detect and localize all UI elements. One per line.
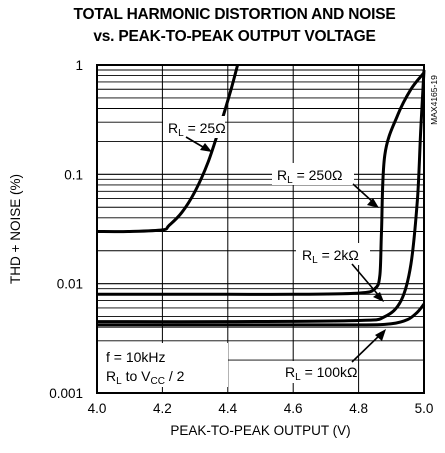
x-tick-label: 5.0 — [415, 401, 434, 416]
y-tick-label: 0.001 — [49, 386, 83, 401]
annotation-rl-2k: RL = 2kΩ — [296, 243, 384, 302]
condition-load: RL to VCC / 2 — [106, 368, 185, 387]
part-id-label: MAX4165-19 — [429, 75, 439, 125]
chart-title: TOTAL HARMONIC DISTORTION AND NOISE — [73, 6, 396, 23]
series-line-2 — [96, 69, 426, 324]
conditions-box: f = 10kHz RL to VCC / 2 — [98, 343, 228, 387]
y-tick-label: 0.1 — [64, 167, 83, 182]
annotation-rl-25: RL = 25Ω — [163, 116, 226, 152]
series-line-0 — [96, 64, 240, 234]
chart-subtitle: vs. PEAK-TO-PEAK OUTPUT VOLTAGE — [93, 28, 376, 45]
x-axis-label: PEAK-TO-PEAK OUTPUT (V) — [170, 423, 350, 438]
tick-labels: 4.0 4.2 4.4 4.6 4.8 5.0 1 0.1 0.01 0.001 — [49, 58, 433, 416]
y-tick-label: 0.01 — [57, 277, 83, 292]
x-tick-label: 4.8 — [349, 401, 368, 416]
x-tick-label: 4.2 — [153, 401, 172, 416]
condition-frequency: f = 10kHz — [106, 349, 166, 365]
x-tick-label: 4.4 — [218, 401, 237, 416]
series-line-3 — [97, 303, 426, 327]
svg-text:RL = 250Ω: RL = 250Ω — [277, 167, 342, 186]
series-line-1 — [97, 71, 426, 296]
annotation-rl-100k: RL = 100kΩ — [268, 329, 386, 383]
plot-frame — [96, 64, 425, 394]
svg-text:RL = 100kΩ: RL = 100kΩ — [285, 364, 357, 383]
y-axis-label: THD + NOISE (%) — [8, 174, 23, 284]
x-tick-label: 4.6 — [284, 401, 303, 416]
y-tick-label: 1 — [75, 58, 83, 73]
curves — [96, 64, 426, 327]
annotation-rl-250: RL = 250Ω — [272, 163, 379, 208]
x-tick-label: 4.0 — [88, 401, 107, 416]
